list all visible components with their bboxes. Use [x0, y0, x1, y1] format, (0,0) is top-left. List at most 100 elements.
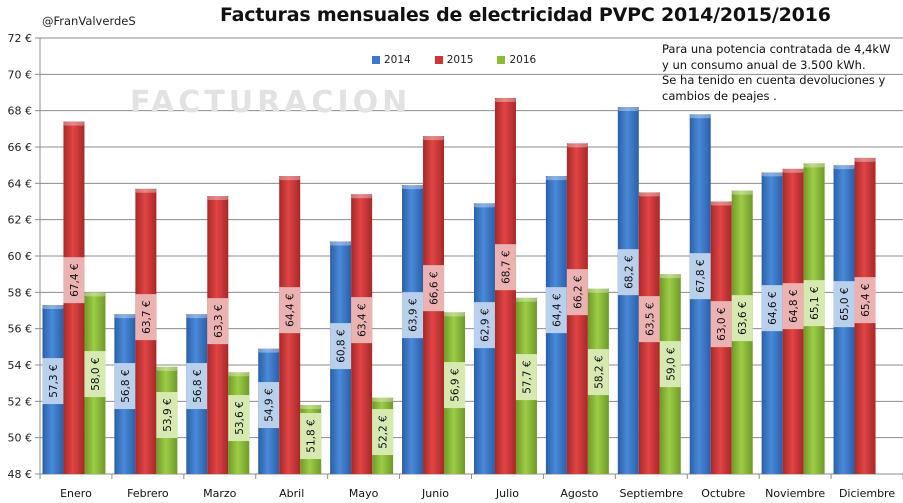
- data-label-bg: [372, 409, 394, 456]
- bar-cap: [587, 288, 609, 293]
- y-tick-label: 48 €: [8, 468, 33, 481]
- y-tick-label: 64 €: [8, 177, 33, 190]
- data-label: 63,3 €: [213, 304, 225, 337]
- data-label-bg: [782, 283, 804, 330]
- bar-cap: [854, 157, 876, 162]
- bar-cap: [659, 274, 681, 279]
- legend-swatch-icon: [434, 56, 443, 64]
- x-axis: Enero Febrero Marzo Abril Mayo Junio Julio Agos…: [60, 474, 903, 500]
- data-label: 53,9 €: [162, 398, 174, 431]
- y-tick-label: 50 €: [8, 432, 33, 445]
- data-label-bg: [545, 287, 567, 334]
- bar-cap: [207, 196, 229, 201]
- data-label-bg: [42, 358, 64, 405]
- data-label-bg: [351, 297, 373, 344]
- bar-cap: [444, 312, 466, 317]
- data-label-bg: [114, 363, 136, 410]
- bar-cap: [833, 165, 855, 170]
- gridlines: [40, 37, 903, 475]
- x-tick-label: Marzo: [203, 487, 237, 500]
- data-label: 60,8 €: [336, 329, 348, 362]
- bars: 57,3 € 67,4 € 58,0 € 56,8 € 63,7 € 53,9 € 56,8…: [42, 97, 876, 475]
- bar-cap: [423, 136, 445, 141]
- data-label: 64,8 €: [788, 289, 800, 322]
- data-label-bg: [423, 265, 445, 312]
- data-label: 66,6 €: [429, 271, 441, 304]
- data-label: 53,6 €: [234, 401, 246, 434]
- data-label-bg: [473, 302, 495, 349]
- bar-cap: [156, 366, 178, 371]
- note-line: y un consumo anual de 3.500 kWh.: [662, 57, 866, 72]
- data-label: 57,7 €: [521, 360, 533, 393]
- data-label-bg: [63, 257, 85, 304]
- data-label-bg: [854, 277, 876, 324]
- data-label-bg: [689, 253, 711, 300]
- data-label-bg: [659, 341, 681, 388]
- bar-cap: [300, 404, 322, 409]
- y-axis: 48 € 50 € 52 € 54 € 56 € 58 € 60 € 62 € 64 € 66 €…: [8, 32, 41, 481]
- data-label-bg: [833, 281, 855, 328]
- y-tick-label: 54 €: [8, 359, 33, 372]
- data-label: 65,1 €: [809, 286, 821, 319]
- bar-cap: [638, 192, 660, 197]
- bar-cap: [545, 176, 567, 181]
- bar-cap: [330, 241, 352, 246]
- y-tick-label: 52 €: [8, 395, 33, 408]
- data-label: 63,5 €: [644, 302, 656, 335]
- data-label: 65,0 €: [839, 287, 851, 320]
- bar-cap: [351, 194, 373, 199]
- bar-cap: [372, 397, 394, 402]
- data-label: 68,2 €: [623, 255, 635, 288]
- data-label-bg: [207, 298, 229, 345]
- data-label: 65,4 €: [860, 283, 872, 316]
- x-tick-label: Julio: [495, 487, 519, 500]
- data-label-bg: [803, 280, 825, 327]
- data-label-bg: [300, 413, 322, 460]
- data-label: 58,0 €: [90, 357, 102, 390]
- x-tick-label: Junio: [421, 487, 449, 500]
- data-label-bg: [84, 351, 106, 398]
- data-label-bg: [710, 301, 732, 348]
- bar-cap: [803, 163, 825, 168]
- data-label-bg: [515, 354, 537, 401]
- note-line: Se ha tenido en cuenta devoluciones y: [662, 73, 886, 87]
- x-tick-label: Octubre: [701, 487, 745, 500]
- y-tick-label: 60 €: [8, 250, 33, 263]
- chart-title: Facturas mensuales de electricidad PVPC …: [220, 4, 831, 26]
- data-label: 68,7 €: [500, 250, 512, 283]
- data-label: 64,4 €: [551, 293, 563, 326]
- data-label: 56,8 €: [192, 369, 204, 402]
- legend-label: 2015: [446, 54, 474, 66]
- data-label-bg: [731, 295, 753, 342]
- bar-cap: [515, 297, 537, 302]
- bar-cap: [617, 107, 639, 112]
- data-label: 57,3 €: [48, 364, 60, 397]
- annotation-note: Para una potencia contratada de 4,4kW y …: [662, 42, 890, 104]
- bar-cap: [731, 190, 753, 195]
- data-label-bg: [135, 294, 157, 341]
- legend-item-2015: 2015: [434, 54, 474, 66]
- data-label-bg: [228, 395, 250, 442]
- legend: 2014 2015 2016: [372, 54, 536, 66]
- legend-item-2016: 2016: [497, 54, 536, 66]
- data-label-bg: [587, 349, 609, 396]
- data-label: 63,6 €: [737, 301, 749, 334]
- bar-cap: [114, 314, 136, 319]
- data-label: 67,8 €: [695, 259, 707, 292]
- data-label: 52,2 €: [378, 415, 390, 448]
- data-label: 59,0 €: [665, 347, 677, 380]
- data-label: 63,0 €: [716, 307, 728, 340]
- data-label-bg: [156, 392, 178, 439]
- data-label: 67,4 €: [69, 263, 81, 296]
- data-label: 54,9 €: [264, 388, 276, 421]
- bar-cap: [42, 305, 64, 310]
- x-tick-label: Abril: [279, 487, 304, 500]
- data-label-bg: [258, 382, 280, 429]
- y-tick-label: 72 €: [8, 32, 33, 45]
- x-tick-label: Mayo: [349, 487, 379, 500]
- data-label: 62,9 €: [479, 308, 491, 341]
- data-label: 58,2 €: [593, 355, 605, 388]
- note-line: Para una potencia contratada de 4,4kW: [662, 42, 891, 56]
- data-label: 63,7 €: [141, 300, 153, 333]
- bar-cap: [494, 97, 516, 102]
